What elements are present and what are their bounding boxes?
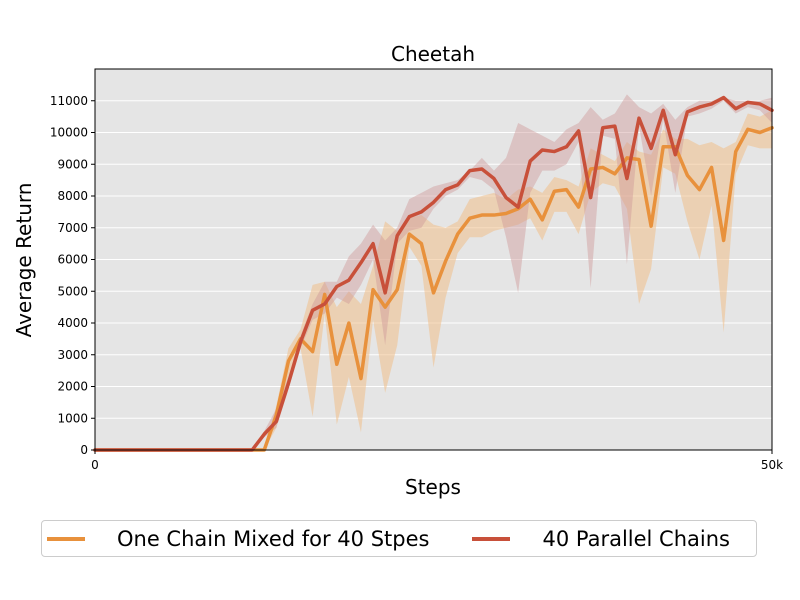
y-tick-label: 7000 — [57, 221, 88, 235]
legend-swatch-parallel-chains — [472, 536, 511, 541]
legend-label-parallel-chains: 40 Parallel Chains — [542, 526, 730, 551]
legend-label-one-chain: One Chain Mixed for 40 Stpes — [117, 526, 430, 551]
x-tick-label: 50k — [761, 458, 783, 472]
y-tick-label: 5000 — [57, 284, 88, 298]
y-tick-label: 4000 — [57, 316, 88, 330]
y-tick-label: 1000 — [57, 411, 88, 425]
x-axis-label: Steps — [405, 475, 461, 499]
y-tick-label: 6000 — [57, 253, 88, 267]
y-tick-label: 11000 — [50, 94, 88, 108]
legend-swatch-one-chain — [47, 536, 85, 541]
legend-item-parallel-chains: 40 Parallel Chains — [472, 527, 730, 551]
chart-title: Cheetah — [391, 42, 475, 66]
band-series-0 — [95, 110, 772, 451]
legend: One Chain Mixed for 40 Stpes 40 Parallel… — [41, 520, 757, 557]
y-tick-label: 3000 — [57, 348, 88, 362]
y-tick-label: 10000 — [50, 126, 88, 140]
y-tick-label: 9000 — [57, 157, 88, 171]
y-tick-label: 8000 — [57, 189, 88, 203]
x-axis-ticks: 0 50k — [91, 450, 783, 472]
x-tick-label: 0 — [91, 458, 99, 472]
y-axis-label: Average Return — [12, 183, 36, 338]
legend-item-one-chain: One Chain Mixed for 40 Stpes — [47, 527, 429, 551]
y-axis-ticks: 0 1000 2000 3000 4000 5000 6000 7000 8000 9000 100… — [50, 94, 95, 457]
confidence-bands — [95, 94, 772, 451]
y-tick-label: 0 — [80, 443, 88, 457]
y-tick-label: 2000 — [57, 380, 88, 394]
